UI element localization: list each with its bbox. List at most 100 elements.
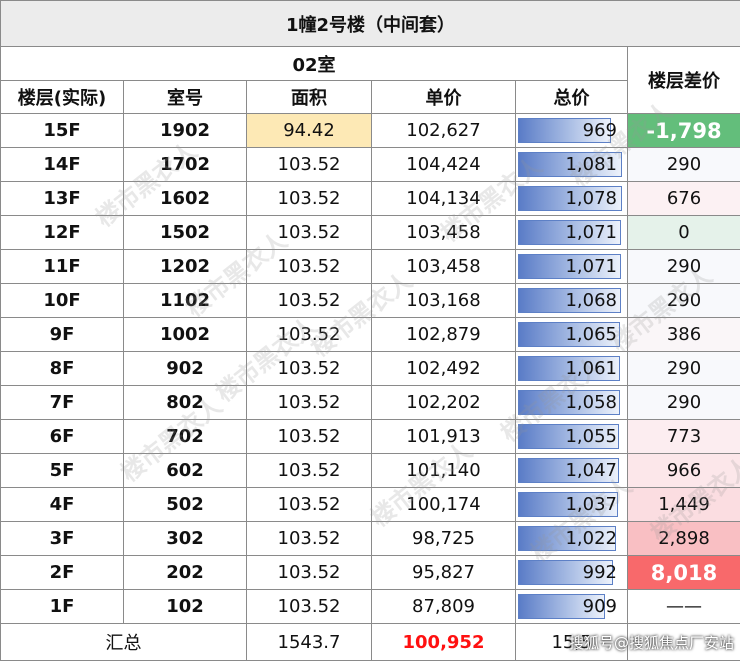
area-cell: 103.52 [246,521,372,556]
header-total-price: 总价 [515,80,628,114]
unit-price-cell: 87,809 [371,589,516,624]
total-price-cell: 909 [515,589,628,624]
unit-price-cell: 101,140 [371,453,516,488]
floor-cell: 11F [0,249,124,284]
total-price-value: 1,078 [565,188,617,209]
floor-diff-cell: -1,798 [627,113,740,148]
area-cell: 103.52 [246,283,372,318]
unit-price-cell: 102,492 [371,351,516,386]
floor-cell: 12F [0,215,124,250]
total-price-value: 1,068 [565,290,617,311]
floor-cell: 9F [0,317,124,352]
area-cell: 94.42 [246,113,372,148]
summary-diff [627,623,740,661]
floor-diff-cell: 0 [627,215,740,250]
floor-diff-cell: 773 [627,419,740,454]
total-price-value: 1,058 [565,392,617,413]
floor-diff-cell: 290 [627,283,740,318]
room-cell: 802 [123,385,247,420]
total-price-cell: 1,047 [515,453,628,488]
area-cell: 103.52 [246,351,372,386]
total-price-cell: 969 [515,113,628,148]
room-cell: 1202 [123,249,247,284]
unit-price-cell: 100,174 [371,487,516,522]
floor-cell: 8F [0,351,124,386]
room-cell: 502 [123,487,247,522]
area-cell: 103.52 [246,487,372,522]
floor-diff-cell: 2,898 [627,521,740,556]
room-cell: 1502 [123,215,247,250]
total-price-value: 1,037 [565,494,617,515]
summary-row: 汇总 1543.7 100,952 15,5 [0,623,740,661]
total-price-value: 1,065 [565,324,617,345]
floor-cell: 6F [0,419,124,454]
unit-price-cell: 98,725 [371,521,516,556]
summary-label: 汇总 [0,623,247,661]
table-row: 7F 802 103.52 102,202 1,058 290 [0,385,740,420]
summary-area: 1543.7 [246,623,372,661]
floor-cell: 10F [0,283,124,318]
floor-diff-cell: 676 [627,181,740,216]
total-price-bar [518,254,621,279]
total-price-bar [518,594,605,619]
unit-price-cell: 103,458 [371,215,516,250]
floor-cell: 13F [0,181,124,216]
table-row: 14F 1702 103.52 104,424 1,081 290 [0,147,740,182]
floor-diff-header: 楼层差价 [627,46,740,114]
total-price-value: 909 [582,596,617,617]
unit-price-cell: 104,424 [371,147,516,182]
table-row: 4F 502 103.52 100,174 1,037 1,449 [0,487,740,522]
room-label: 02室 [0,46,628,81]
area-cell: 103.52 [246,385,372,420]
floor-diff-cell: 1,449 [627,487,740,522]
total-price-cell: 1,065 [515,317,628,352]
total-price-bar [518,560,613,585]
total-price-bar [518,424,619,449]
area-cell: 103.52 [246,589,372,624]
total-price-value: 1,022 [565,528,617,549]
room-cell: 1902 [123,113,247,148]
total-price-cell: 1,037 [515,487,628,522]
total-price-value: 1,071 [565,256,617,277]
total-price-bar [518,186,622,211]
total-price-value: 1,061 [565,358,617,379]
total-price-bar [518,356,620,381]
table-row: 11F 1202 103.52 103,458 1,071 290 [0,249,740,284]
total-price-cell: 1,055 [515,419,628,454]
room-cell: 102 [123,589,247,624]
table-row: 3F 302 103.52 98,725 1,022 2,898 [0,521,740,556]
floor-diff-cell: 290 [627,385,740,420]
total-price-bar [518,390,620,415]
total-price-cell: 1,071 [515,249,628,284]
total-price-value: 1,071 [565,222,617,243]
table-row: 12F 1502 103.52 103,458 1,071 0 [0,215,740,250]
total-price-value: 1,081 [565,154,617,175]
total-price-bar [518,118,611,143]
area-cell: 103.52 [246,249,372,284]
room-cell: 302 [123,521,247,556]
footer-watermark: 搜狐号@搜狐焦点厂安站 [568,634,734,652]
room-cell: 1102 [123,283,247,318]
header-unit-price: 单价 [371,80,516,114]
unit-price-cell: 101,913 [371,419,516,454]
area-cell: 103.52 [246,181,372,216]
floor-diff-cell: —— [627,589,740,624]
room-cell: 702 [123,419,247,454]
unit-price-cell: 103,458 [371,249,516,284]
header-area: 面积 [246,80,372,114]
table-title: 1幢2号楼（中间套） [0,0,740,47]
total-price-value: 969 [582,120,617,141]
table-row: 13F 1602 103.52 104,134 1,078 676 [0,181,740,216]
floor-cell: 4F [0,487,124,522]
unit-price-cell: 104,134 [371,181,516,216]
room-cell: 202 [123,555,247,590]
header-room: 室号 [123,80,247,114]
total-price-cell: 1,081 [515,147,628,182]
floor-cell: 3F [0,521,124,556]
floor-cell: 15F [0,113,124,148]
area-cell: 103.52 [246,215,372,250]
total-price-cell: 1,058 [515,385,628,420]
floor-cell: 1F [0,589,124,624]
floor-cell: 14F [0,147,124,182]
unit-price-cell: 95,827 [371,555,516,590]
